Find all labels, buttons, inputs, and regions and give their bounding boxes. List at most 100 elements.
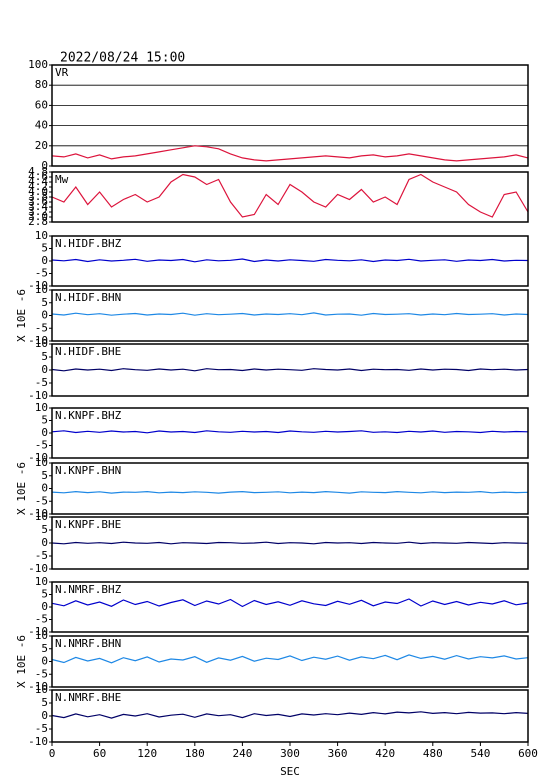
series-label: VR	[55, 66, 69, 79]
y-tick-label: -10	[28, 334, 48, 347]
y-tick-label: 5	[41, 350, 48, 363]
panel-frame	[51, 171, 529, 223]
y-tick-label: -10	[28, 451, 48, 464]
y-tick-label: 4.2	[28, 180, 48, 193]
y-tick-label: 4.8	[28, 165, 48, 178]
y-tick-label: -10	[28, 562, 48, 575]
y-tick-label: 3.8	[28, 190, 48, 203]
series-label: N.KNPF.BHE	[55, 518, 121, 531]
y-tick-label: -10	[28, 389, 48, 402]
y-tick-label: 10	[35, 401, 48, 414]
y-tick-label: -5	[35, 722, 48, 735]
y-tick-label: -5	[35, 549, 48, 562]
chart-title: 2022/08/24 15:00	[60, 51, 185, 66]
y-tick-label: -10	[28, 625, 48, 638]
y-tick-label: -5	[35, 376, 48, 389]
y-tick-label: 10	[35, 456, 48, 469]
y-tick-label: -5	[35, 667, 48, 680]
y-tick-label: -10	[28, 735, 48, 748]
y-tick-label: -5	[35, 613, 48, 626]
y-tick-label: 60	[35, 98, 48, 111]
y-tick-label: 5	[41, 523, 48, 536]
series-label: N.NMRF.BHZ	[55, 583, 122, 596]
y-tick-label: 20	[35, 139, 48, 152]
y-tick-label: 5	[41, 588, 48, 601]
y-tick-label: 0	[41, 426, 48, 439]
y-tick-label: 0	[41, 309, 48, 322]
series-label: N.KNPF.BHZ	[55, 409, 122, 422]
y-tick-label: 0	[41, 254, 48, 267]
y-axis-label: X 10E -6	[15, 635, 28, 688]
y-tick-label: 4.4	[28, 175, 48, 188]
y-tick-label: 5	[41, 242, 48, 255]
panel-frame	[51, 462, 529, 515]
series-label: N.NMRF.BHE	[55, 691, 121, 704]
y-tick-label: -5	[35, 439, 48, 452]
panel-frame	[51, 289, 529, 342]
y-tick-label: 2.8	[28, 215, 48, 228]
x-tick-label: 360	[328, 747, 348, 760]
y-tick-label: 3.6	[28, 195, 48, 208]
y-tick-label: 0	[41, 363, 48, 376]
y-tick-label: 10	[35, 337, 48, 350]
series-label: N.KNPF.BHN	[55, 464, 121, 477]
y-tick-label: 10	[35, 629, 48, 642]
series-line	[51, 430, 529, 434]
series-label: N.NMRF.BHN	[55, 637, 121, 650]
y-tick-label: -10	[28, 279, 48, 292]
x-axis-label: SEC	[280, 765, 300, 778]
series-line	[51, 654, 529, 664]
series-label: N.HIDF.BHE	[55, 345, 121, 358]
y-tick-label: 10	[35, 510, 48, 523]
y-axis-label: X 10E -6	[15, 462, 28, 515]
y-tick-label: 3.0	[28, 210, 48, 223]
series-line	[51, 541, 529, 545]
y-tick-label: 0	[41, 655, 48, 668]
y-tick-label: 4.6	[28, 170, 48, 183]
y-tick-label: 10	[35, 283, 48, 296]
y-tick-label: 80	[35, 78, 48, 91]
panel-frame	[51, 635, 529, 688]
y-tick-label: 5	[41, 414, 48, 427]
series-line	[51, 145, 529, 162]
y-tick-label: 3.2	[28, 205, 48, 218]
panel-frame	[51, 581, 529, 633]
y-tick-label: -5	[35, 494, 48, 507]
series-label: N.HIDF.BHZ	[55, 237, 122, 250]
series-line	[51, 173, 529, 218]
y-tick-label: 10	[35, 575, 48, 588]
y-tick-label: 0	[41, 709, 48, 722]
y-axis-label: X 10E -6	[15, 289, 28, 342]
x-tick-label: 480	[423, 747, 443, 760]
y-tick-label: 5	[41, 296, 48, 309]
y-tick-label: 0	[41, 600, 48, 613]
y-tick-label: -5	[35, 321, 48, 334]
series-line	[51, 598, 529, 608]
y-tick-label: -10	[28, 507, 48, 520]
series-label: Mw	[55, 173, 69, 186]
y-tick-label: 10	[35, 683, 48, 696]
y-tick-label: 3.4	[28, 200, 48, 213]
series-line	[51, 711, 529, 719]
y-tick-label: 5	[41, 696, 48, 709]
x-tick-label: 60	[93, 747, 106, 760]
y-tick-label: 0	[41, 482, 48, 495]
y-tick-label: -10	[28, 680, 48, 693]
y-tick-label: -5	[35, 267, 48, 280]
y-tick-label: 10	[35, 229, 48, 242]
x-tick-label: 600	[518, 747, 538, 760]
y-tick-label: 4.0	[28, 185, 48, 198]
y-tick-label: 5	[41, 642, 48, 655]
panel-frame	[51, 516, 529, 570]
x-tick-label: 420	[375, 747, 395, 760]
panel-frame	[51, 235, 529, 287]
panel-frame	[51, 343, 529, 397]
x-tick-label: 540	[470, 747, 490, 760]
series-line	[51, 490, 529, 494]
panel-frame	[51, 64, 529, 167]
y-tick-label: 100	[28, 58, 48, 71]
x-tick-label: 240	[232, 747, 252, 760]
x-tick-label: 300	[280, 747, 300, 760]
x-tick-label: 0	[49, 747, 56, 760]
